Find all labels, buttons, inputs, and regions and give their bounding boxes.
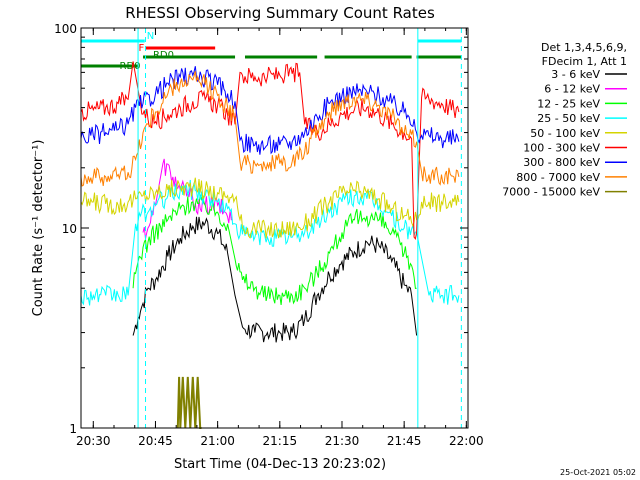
series-line-4 bbox=[80, 179, 460, 306]
x-axis-label: Start Time (04-Dec-13 20:23:02) bbox=[174, 457, 386, 472]
legend-label-3: 12 - 25 keV bbox=[537, 97, 600, 110]
legend-label-8: 800 - 7000 keV bbox=[516, 171, 600, 184]
legend-header-2: FDecim 1, Att 1 bbox=[542, 55, 627, 68]
y-tick-label-2: 10 bbox=[62, 222, 77, 236]
generation-timestamp: 25-Oct-2021 05:02 bbox=[560, 468, 636, 477]
legend-label-4: 25 - 50 keV bbox=[537, 112, 600, 125]
legend-label-6: 100 - 300 keV bbox=[523, 142, 600, 155]
x-tick-label-6: 21:45 bbox=[387, 434, 422, 448]
series-line-5 bbox=[80, 177, 460, 239]
series-line-8 bbox=[80, 71, 460, 187]
flag-label-4: RD0 bbox=[120, 61, 141, 72]
x-tick-label-4: 21:15 bbox=[263, 434, 298, 448]
legend-label-9: 7000 - 15000 keV bbox=[502, 186, 600, 199]
x-tick-label-2: 20:45 bbox=[138, 434, 173, 448]
legend: Det 1,3,4,5,6,9,FDecim 1, Att 13 - 6 keV… bbox=[502, 41, 627, 199]
chart-title: RHESSI Observing Summary Count Rates bbox=[125, 4, 435, 22]
series-line-1 bbox=[132, 216, 418, 343]
x-tick-label-3: 21:00 bbox=[200, 434, 235, 448]
legend-label-2: 6 - 12 keV bbox=[544, 83, 600, 96]
y-tick-label-3: 100 bbox=[54, 22, 77, 36]
legend-label-1: 3 - 6 keV bbox=[551, 68, 600, 81]
series-line-7 bbox=[80, 66, 460, 155]
x-tick-label-5: 21:30 bbox=[325, 434, 360, 448]
y-tick-label-1: 1 bbox=[69, 422, 77, 436]
legend-label-7: 300 - 800 keV bbox=[523, 156, 600, 169]
legend-header-1: Det 1,3,4,5,6,9, bbox=[541, 41, 627, 54]
flag-label-2: F bbox=[139, 43, 145, 54]
x-tick-label-7: 22:00 bbox=[449, 434, 484, 448]
flag-label-1: N bbox=[147, 31, 154, 42]
series-line-3 bbox=[132, 194, 417, 305]
flag-label-3: RD0 bbox=[153, 50, 174, 61]
legend-label-5: 50 - 100 keV bbox=[530, 127, 600, 140]
y-axis-label: Count Rate (s⁻¹ detector⁻¹) bbox=[31, 140, 46, 317]
flag-bars: NF RD0 RD0 bbox=[81, 31, 462, 72]
x-tick-label-1: 20:30 bbox=[76, 434, 111, 448]
axis-ticks: 20:30 20:45 21:00 21:15 21:30 21:45 22:00 1 10 10… bbox=[54, 22, 484, 448]
